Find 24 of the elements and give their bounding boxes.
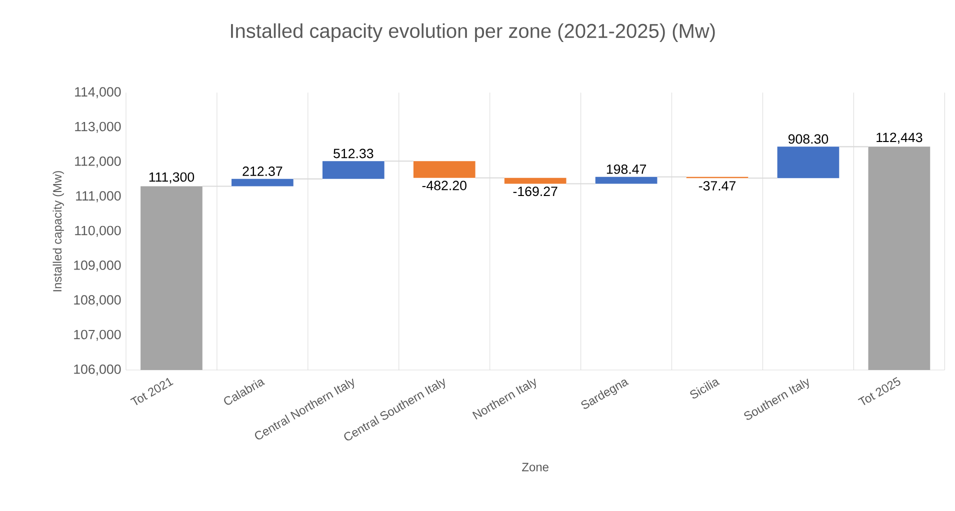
y-tick-label: 108,000	[74, 295, 121, 306]
y-tick-label: 112,000	[75, 156, 121, 168]
data-label: -37.47	[698, 181, 736, 191]
data-label: -482.20	[422, 180, 466, 190]
x-tick-label: Tot 2025	[858, 377, 900, 406]
data-label: 212.37	[242, 166, 282, 176]
y-tick-label: 109,000	[74, 260, 121, 272]
data-label: 198.47	[606, 164, 646, 174]
data-label: 111,300	[149, 172, 194, 184]
chart-title: Installed capacity evolution per zone (2021-2025) (Mw)	[231, 23, 715, 42]
y-tick-label: 106,000	[74, 364, 121, 376]
x-axis-title: Zone	[522, 462, 548, 472]
y-axis-title: Installed capacity (Mw)	[52, 171, 64, 292]
x-tick-label: Tot 2021	[130, 378, 174, 406]
y-tick-label: 111,000	[76, 191, 121, 202]
y-tick-label: 107,000	[74, 330, 121, 341]
data-label: 908.30	[788, 134, 828, 144]
x-tick-label: Sicilia	[690, 380, 720, 398]
data-label: -169.27	[513, 186, 558, 196]
y-tick-label: 110,000	[75, 226, 121, 237]
y-tick-label: 113,000	[75, 122, 121, 133]
y-tick-label: 114,000	[75, 87, 121, 98]
data-label: 112,443	[876, 132, 922, 144]
data-label: 512.33	[334, 148, 374, 158]
